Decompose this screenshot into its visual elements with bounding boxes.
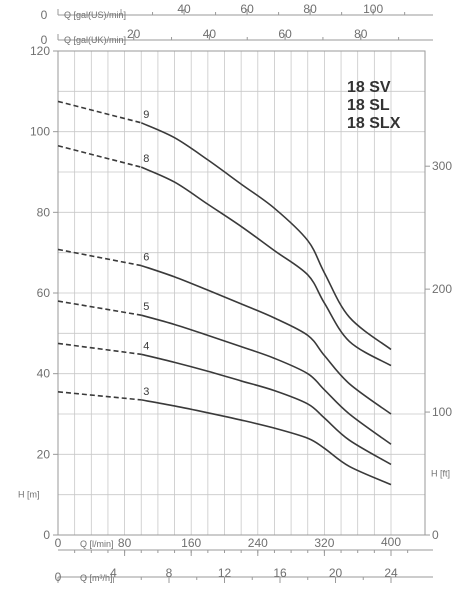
- x-axis-q_lmin-tick-label: 400: [381, 535, 401, 549]
- model-title-line: 18 SL: [347, 97, 390, 114]
- series-5: 5: [57, 300, 392, 445]
- series-3-dashed-extension: [57, 391, 142, 401]
- x-axis-q_m3h-tick-label: 20: [329, 566, 343, 580]
- y-left-tick-label: 40: [37, 367, 51, 381]
- x-axis-q_m3h-tick-label: 8: [166, 566, 173, 580]
- series-3: 3: [57, 386, 392, 486]
- series-4-label: 4: [143, 340, 149, 352]
- x-axis-q_m3h-tick-label: 16: [273, 566, 287, 580]
- y-left-tick-label: 0: [43, 528, 50, 542]
- y-left-tick-label: 100: [30, 125, 50, 139]
- series-5-dashed-extension: [57, 300, 142, 316]
- series-8-label: 8: [143, 153, 149, 165]
- x-axis-q_lmin-tick-label: 160: [181, 536, 201, 550]
- y-right-tick-label: 0: [432, 528, 439, 542]
- x-axis-q_m3h-tick-label: 24: [384, 566, 398, 580]
- x-axis-q_galus-tick-label: 60: [240, 2, 254, 16]
- y-left-tick-label: 120: [30, 44, 50, 58]
- model-title-line: 18 SV: [347, 79, 391, 96]
- series-5-curve: [141, 314, 392, 445]
- y-right-tick-label: 300: [432, 159, 452, 173]
- y-right-tick-label: 200: [432, 282, 452, 296]
- y-right-tick-label: 100: [432, 405, 452, 419]
- series-3-curve: [141, 399, 392, 486]
- x-axis-q_galus-tick-label: 80: [303, 2, 317, 16]
- x-axis-q-lmin-zero-label: 0: [55, 536, 62, 550]
- series-9: 9: [57, 100, 392, 351]
- x-axis-q_galuk-tick-label: 80: [354, 27, 368, 41]
- series-3-label: 3: [143, 386, 149, 398]
- x-axis-q_galuk-tick-label: 20: [127, 27, 141, 41]
- x-axis-q-galuk-title: Q [gal(UK)/min]: [64, 35, 126, 45]
- y-right-axis-title: H [ft]: [431, 469, 450, 479]
- grid: [58, 51, 425, 535]
- x-axis-q_lmin-tick-label: 240: [248, 536, 268, 550]
- series-8-curve: [140, 166, 392, 367]
- x-axis-q_lmin-tick-label: 80: [118, 536, 132, 550]
- x-axis-q_galuk-tick-label: 40: [203, 27, 217, 41]
- series-6-dashed-extension: [57, 248, 142, 267]
- x-axis-q-galus-title: Q [gal(US)/min]: [64, 10, 126, 20]
- series-8-dashed-extension: [57, 145, 142, 168]
- series-layer: 9 8 6 5 4 3: [57, 100, 392, 486]
- y-left-tick-label: 80: [37, 205, 51, 219]
- series-9-curve: [140, 122, 392, 351]
- x-axis-q-m3h-zero-label: 0: [55, 570, 62, 584]
- series-6-curve: [140, 264, 392, 415]
- series-4: 4: [57, 340, 392, 466]
- series-6: 6: [57, 248, 392, 415]
- x-axis-q_galus-tick-label: 100: [363, 2, 383, 16]
- series-9-label: 9: [143, 109, 149, 121]
- y-left-tick-label: 60: [37, 286, 51, 300]
- series-8: 8: [57, 145, 392, 367]
- series-4-curve: [141, 353, 392, 466]
- x-axis-q_galus-tick-label: 40: [177, 2, 191, 16]
- series-5-label: 5: [143, 301, 149, 313]
- model-title-line: 18 SLX: [347, 115, 401, 132]
- x-axis-q_m3h-tick-label: 4: [110, 566, 117, 580]
- x-axis-q_m3h-tick-label: 12: [218, 566, 232, 580]
- x-axis-q-m3h-title: Q [m³/h]: [80, 573, 113, 583]
- series-4-dashed-extension: [57, 342, 142, 356]
- series-9-dashed-extension: [57, 100, 142, 124]
- x-axis-q_lmin-tick-label: 320: [314, 536, 334, 550]
- x-axis-q-galuk-zero-label: 0: [41, 33, 48, 47]
- y-left-tick-label: 20: [37, 447, 51, 461]
- series-6-label: 6: [143, 252, 149, 264]
- y-left-axis-title: H [m]: [18, 490, 40, 500]
- x-axis-q-galus-zero-label: 0: [41, 8, 48, 22]
- x-axis-q_galuk-tick-label: 60: [278, 27, 292, 41]
- x-axis-q-lmin-title: Q [l/min]: [80, 539, 114, 549]
